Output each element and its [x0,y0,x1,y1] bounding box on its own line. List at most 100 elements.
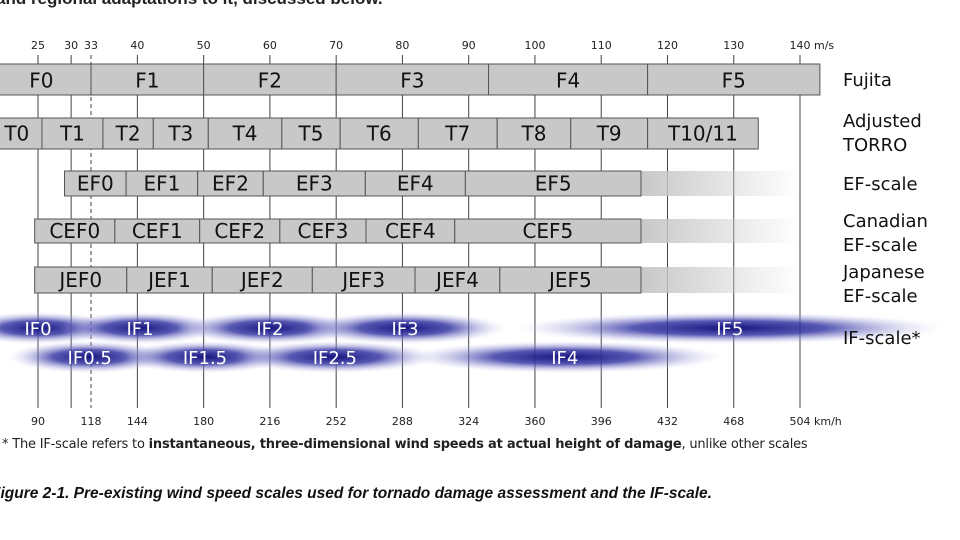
segment-label: T8 [520,122,546,146]
if-label: IF1.5 [183,348,227,369]
scale-segment [262,170,366,197]
if-blob [8,341,172,373]
scale-segment [488,63,649,96]
scale-segment [102,117,154,150]
scale-segment [279,218,367,244]
segment-label: JEF1 [146,268,191,292]
if-label: IF4 [551,348,578,369]
scale-fade [640,267,800,293]
ms-tick-label: 140 [790,39,811,52]
segment-label: EF2 [212,171,249,195]
scale-name: Adjusted [843,111,922,132]
segment-label: T5 [298,122,324,146]
segment-label: EF3 [296,171,333,195]
scale-fade [640,171,800,196]
scale-segment [464,170,642,197]
ms-tick-label: 30 [64,39,78,52]
intro-text: and regional adaptations to it, discusse… [0,0,383,9]
footnote-suffix: , unlike other scales [681,437,808,452]
ms-unit-label: m/s [814,39,834,52]
kmh-tick-label: 360 [524,415,545,428]
if-label: IF5 [716,319,743,340]
ms-tick-label: 40 [130,39,144,52]
ms-tick-label: 80 [395,39,409,52]
segment-label: EF0 [77,171,114,195]
scale-name: Canadian [843,211,928,232]
scale-name: Japanese [842,262,925,283]
segment-label: CEF5 [522,219,573,243]
ms-tick-label: 90 [462,39,476,52]
kmh-tick-label: 432 [657,415,678,428]
kmh-tick-label: 288 [392,415,413,428]
footnote-bold: instantaneous, three-dimensional wind sp… [148,437,682,452]
ms-tick-label: 70 [329,39,343,52]
segment-label: F4 [556,68,580,92]
if-label: IF2.5 [313,348,357,369]
footnote: * The IF-scale refers to instantaneous, … [2,437,808,452]
scale-segment [114,218,201,244]
scale-segment [647,63,821,96]
segment-label: T3 [167,122,193,146]
if-blob [407,341,723,373]
figure-caption: Figure 2-1. Pre-existing wind speed scal… [0,485,712,502]
scale-segment [365,218,456,244]
segment-label: T9 [596,122,622,146]
scale-name: Fujita [843,70,892,91]
ms-tick-label: 100 [524,39,545,52]
scale-segment [41,117,104,150]
scale-segment [414,266,501,294]
scale-name: IF-scale* [843,328,921,349]
kmh-tick-label: 252 [326,415,347,428]
footnote-prefix: * The IF-scale refers to [2,437,149,452]
scale-segment [0,63,92,96]
scale-labels: Fujita Adjusted TORRO EF-scale Canadian EF-sc… [842,70,928,349]
scale-segment [496,117,572,150]
ms-tick-label: 50 [197,39,211,52]
kmh-tick-label: 324 [458,415,479,428]
scale-segment [311,266,416,294]
scale-segment [0,117,43,150]
segment-label: JEF2 [239,268,284,292]
scale-segment [499,266,642,294]
segment-label: EF4 [397,171,434,195]
scale-segment [281,117,341,150]
segment-label: EF5 [535,171,572,195]
if-label: IF2 [256,319,283,340]
segment-label: CEF4 [385,219,436,243]
segment-label: F3 [400,68,424,92]
scale-bars: F0 F1 F2 F3 F4 F5 T0 T1 T2 T3 T4 T5 T6 T7 T8 T9 T10/11 EF… [0,63,821,294]
scale-segment [64,170,127,197]
if-blob [58,312,222,344]
segment-label: CEF3 [297,219,348,243]
kmh-tick-label: 90 [31,415,45,428]
segment-label: T0 [3,122,29,146]
scale-segment [570,117,649,150]
if-label: IF0 [24,319,51,340]
kmh-tick-label: 468 [723,415,744,428]
if-scale-blobs: IF0 IF1 IF2 IF3 IF5 IF0.5 IF1.5 IF2.5 IF4 [0,312,944,373]
if-blob [233,341,437,373]
scale-segment [211,266,313,294]
kmh-unit-label: km/h [814,415,842,428]
kmh-tick-label: 144 [127,415,148,428]
ms-tick-label: 25 [31,39,45,52]
segment-label: F0 [29,68,53,92]
if-label: IF1 [126,319,153,340]
scale-segment [199,218,281,244]
kmh-tick-label: 180 [193,415,214,428]
segment-label: F5 [722,68,746,92]
ms-tick-label: 60 [263,39,277,52]
kmh-tick-label: 504 [790,415,811,428]
segment-label: T4 [232,122,258,146]
scale-name: EF-scale [843,286,918,307]
segment-label: CEF1 [132,219,183,243]
if-label: IF3 [392,319,419,340]
scale-segment [339,117,419,150]
scale-name: EF-scale [843,174,918,195]
scale-name: EF-scale [843,235,918,256]
segment-label: T6 [366,122,392,146]
segment-label: EF1 [143,171,180,195]
ms-tick-label: 130 [723,39,744,52]
scale-name: TORRO [842,135,907,156]
wind-scale-diagram: 25 30 33 40 50 60 70 80 90 100 110 120 130 140 m/s 90 11… [0,39,944,428]
